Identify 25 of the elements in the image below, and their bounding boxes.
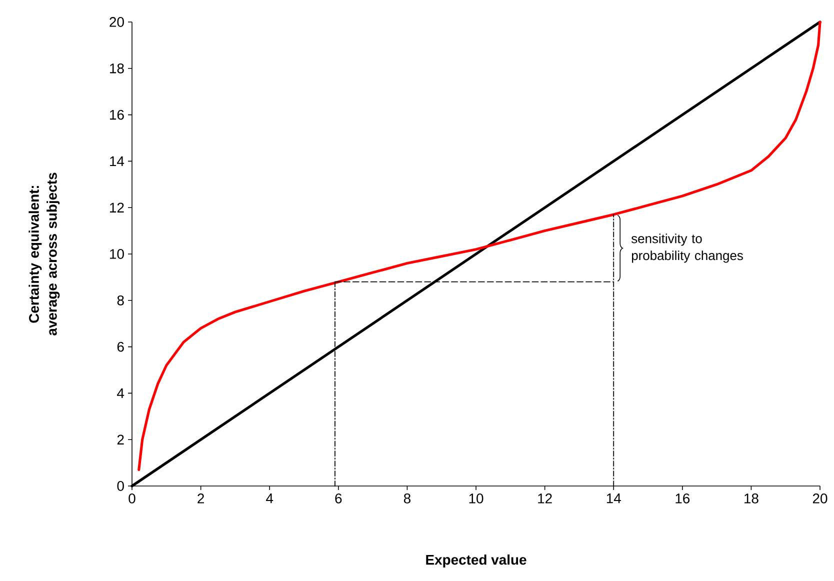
y-tick-label: 0 — [117, 481, 124, 491]
y-tick-label: 8 — [117, 295, 124, 306]
annotation: sensitivity to probability changes — [631, 234, 743, 263]
x-tick-label: 6 — [335, 494, 342, 504]
x-tick-label: 12 — [538, 494, 552, 504]
x-tick-label: 0 — [128, 494, 136, 504]
x-tick-label: 16 — [676, 494, 690, 504]
x-tick-label: 14 — [606, 494, 621, 504]
x-tick-label: 2 — [198, 494, 204, 504]
y-tick-label: 2 — [117, 434, 124, 444]
x-axis-title: Expected value — [426, 554, 526, 568]
x-tick-label: 18 — [744, 494, 758, 504]
y-tick-label: 6 — [117, 342, 124, 352]
x-tick-label: 8 — [404, 494, 410, 504]
y-axis-title: Certainty equivalent: average across subjects — [28, 172, 60, 336]
y-tick-label: 12 — [110, 202, 124, 212]
x-tick-label: 10 — [469, 494, 484, 504]
y-tick-label: 18 — [110, 63, 124, 74]
y-tick-label: 16 — [110, 110, 124, 120]
y-tick-label: 4 — [117, 388, 124, 398]
x-tick-label: 20 — [812, 494, 828, 504]
y-tick-label: 14 — [110, 156, 124, 166]
y-tick-label: 20 — [110, 17, 124, 27]
y-tick-label: 10 — [110, 249, 124, 259]
x-tick-label: 4 — [266, 494, 274, 504]
